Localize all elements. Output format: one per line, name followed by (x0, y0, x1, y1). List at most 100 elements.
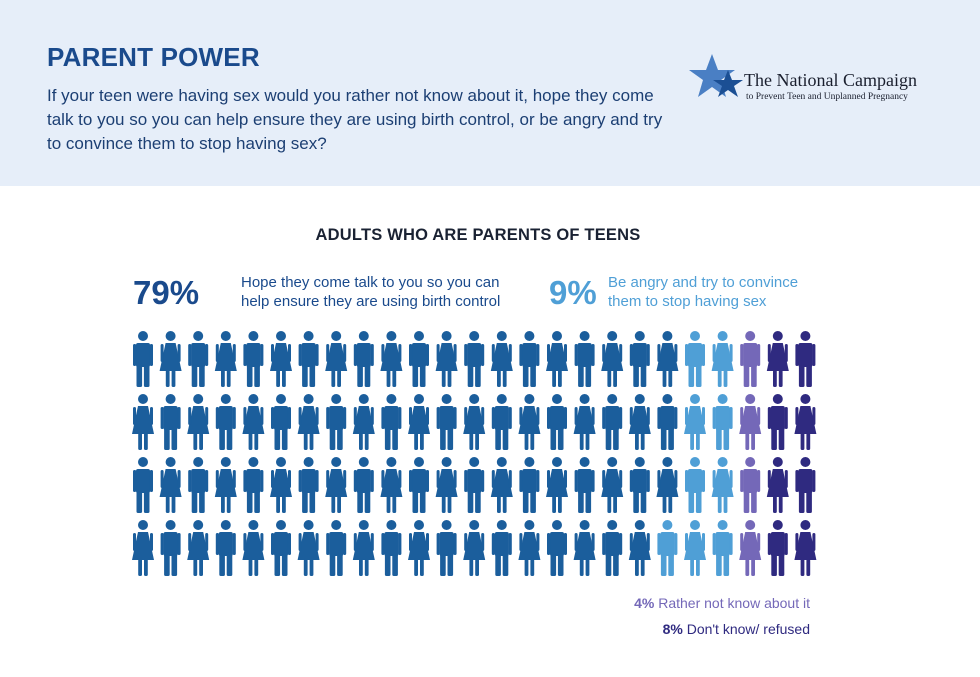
person-figure-talk (353, 331, 374, 387)
person-figure-talk (352, 520, 375, 576)
person-figure-notknow (739, 520, 762, 576)
person-figure-talk (435, 331, 458, 387)
person-figure-talk (187, 520, 210, 576)
person-figure-talk (187, 394, 210, 450)
person-figure-dk (794, 394, 817, 450)
person-figure-talk (132, 394, 154, 450)
person-figure-talk (601, 331, 624, 387)
person-figure-dk (795, 457, 816, 513)
person-figure-angry (712, 394, 733, 450)
person-figure-talk (518, 520, 541, 576)
person-figure-talk (215, 394, 236, 450)
person-figure-talk (409, 331, 429, 387)
person-figure-talk (519, 331, 540, 387)
person-figure-notknow (740, 457, 761, 513)
person-figure-talk (271, 394, 291, 450)
person-figure-talk (573, 520, 596, 576)
person-figure-talk (629, 331, 650, 387)
person-figure-talk (325, 331, 348, 387)
person-figure-dk (766, 457, 789, 513)
person-figure-talk (160, 520, 181, 576)
person-figure-talk (297, 394, 320, 450)
person-figure-talk (463, 394, 486, 450)
chart-title: ADULTS WHO ARE PARENTS OF TEENS (315, 226, 641, 244)
person-figure-talk (133, 331, 153, 387)
person-figure-talk (464, 331, 485, 387)
person-figure-talk (381, 394, 402, 450)
legend-dont-know-percent: 8% (662, 621, 683, 637)
person-figure-talk (490, 331, 513, 387)
person-figure-dk (766, 331, 789, 387)
person-figure-talk (656, 457, 679, 513)
person-figure-angry (684, 520, 706, 576)
person-figure-talk (380, 331, 403, 387)
survey-question: If your teen were having sex would you r… (47, 86, 663, 153)
person-figure-talk (491, 520, 512, 576)
person-figure-talk (628, 394, 651, 450)
person-figure-dk (767, 520, 788, 576)
person-figure-notknow (739, 394, 762, 450)
person-figure-angry (711, 331, 734, 387)
person-figure-talk (298, 331, 319, 387)
organization-logo: The National Campaign to Prevent Teen an… (688, 52, 948, 112)
person-figure-talk (133, 457, 153, 513)
person-figure-talk (160, 394, 181, 450)
person-figure-talk (380, 457, 403, 513)
person-figure-talk (214, 331, 237, 387)
person-figure-talk (132, 520, 154, 576)
person-figure-talk (243, 457, 264, 513)
person-figure-talk (297, 520, 320, 576)
person-figure-talk (491, 394, 512, 450)
person-figure-talk (409, 457, 429, 513)
person-figure-talk (352, 394, 375, 450)
person-figure-talk (325, 457, 348, 513)
person-figure-talk (547, 520, 567, 576)
person-figure-talk (435, 457, 458, 513)
person-figure-talk (243, 331, 264, 387)
person-figure-talk (436, 394, 457, 450)
person-figure-angry (685, 457, 705, 513)
person-figure-talk (656, 331, 679, 387)
person-figure-talk (326, 520, 347, 576)
person-figure-talk (657, 394, 678, 450)
person-figure-talk (602, 520, 623, 576)
person-figure-angry (685, 331, 705, 387)
person-figure-angry (712, 520, 733, 576)
person-figure-talk (298, 457, 319, 513)
person-figure-notknow (740, 331, 761, 387)
person-figure-talk (436, 520, 457, 576)
person-figure-talk (408, 394, 430, 450)
person-figure-angry (711, 457, 734, 513)
callout-talk-percent: 79% (133, 274, 200, 311)
person-figure-talk (159, 331, 182, 387)
person-figure-talk (215, 520, 236, 576)
person-figure-talk (518, 394, 541, 450)
logo-name: The National Campaign (744, 70, 917, 90)
person-figure-angry (684, 394, 706, 450)
person-figure-talk (546, 457, 568, 513)
person-figure-talk (519, 457, 540, 513)
person-figure-talk (490, 457, 513, 513)
logo-subtitle: to Prevent Teen and Unplanned Pregnancy (746, 92, 908, 102)
person-figure-angry (657, 520, 678, 576)
person-figure-talk (353, 457, 374, 513)
person-figure-talk (326, 394, 347, 450)
legend-not-know-percent: 4% (634, 595, 655, 611)
person-figure-talk (188, 331, 209, 387)
person-figure-talk (381, 520, 402, 576)
person-figure-talk (408, 520, 430, 576)
person-figure-talk (271, 520, 291, 576)
callout-angry-percent: 9% (549, 274, 597, 311)
person-figure-talk (214, 457, 237, 513)
legend-not-know: 4% Rather not know about it (634, 595, 810, 611)
callout-talk-label: Hope they come talk to you so you can he… (241, 274, 501, 310)
legend-not-know-label: Rather not know about it (658, 595, 810, 611)
person-figure-talk (547, 394, 567, 450)
legend-dont-know-label: Don't know/ refused (686, 621, 810, 637)
person-figure-talk (270, 457, 292, 513)
person-figure-talk (601, 457, 624, 513)
person-figure-dk (767, 394, 788, 450)
star-icon (689, 54, 743, 97)
person-figure-talk (188, 457, 209, 513)
